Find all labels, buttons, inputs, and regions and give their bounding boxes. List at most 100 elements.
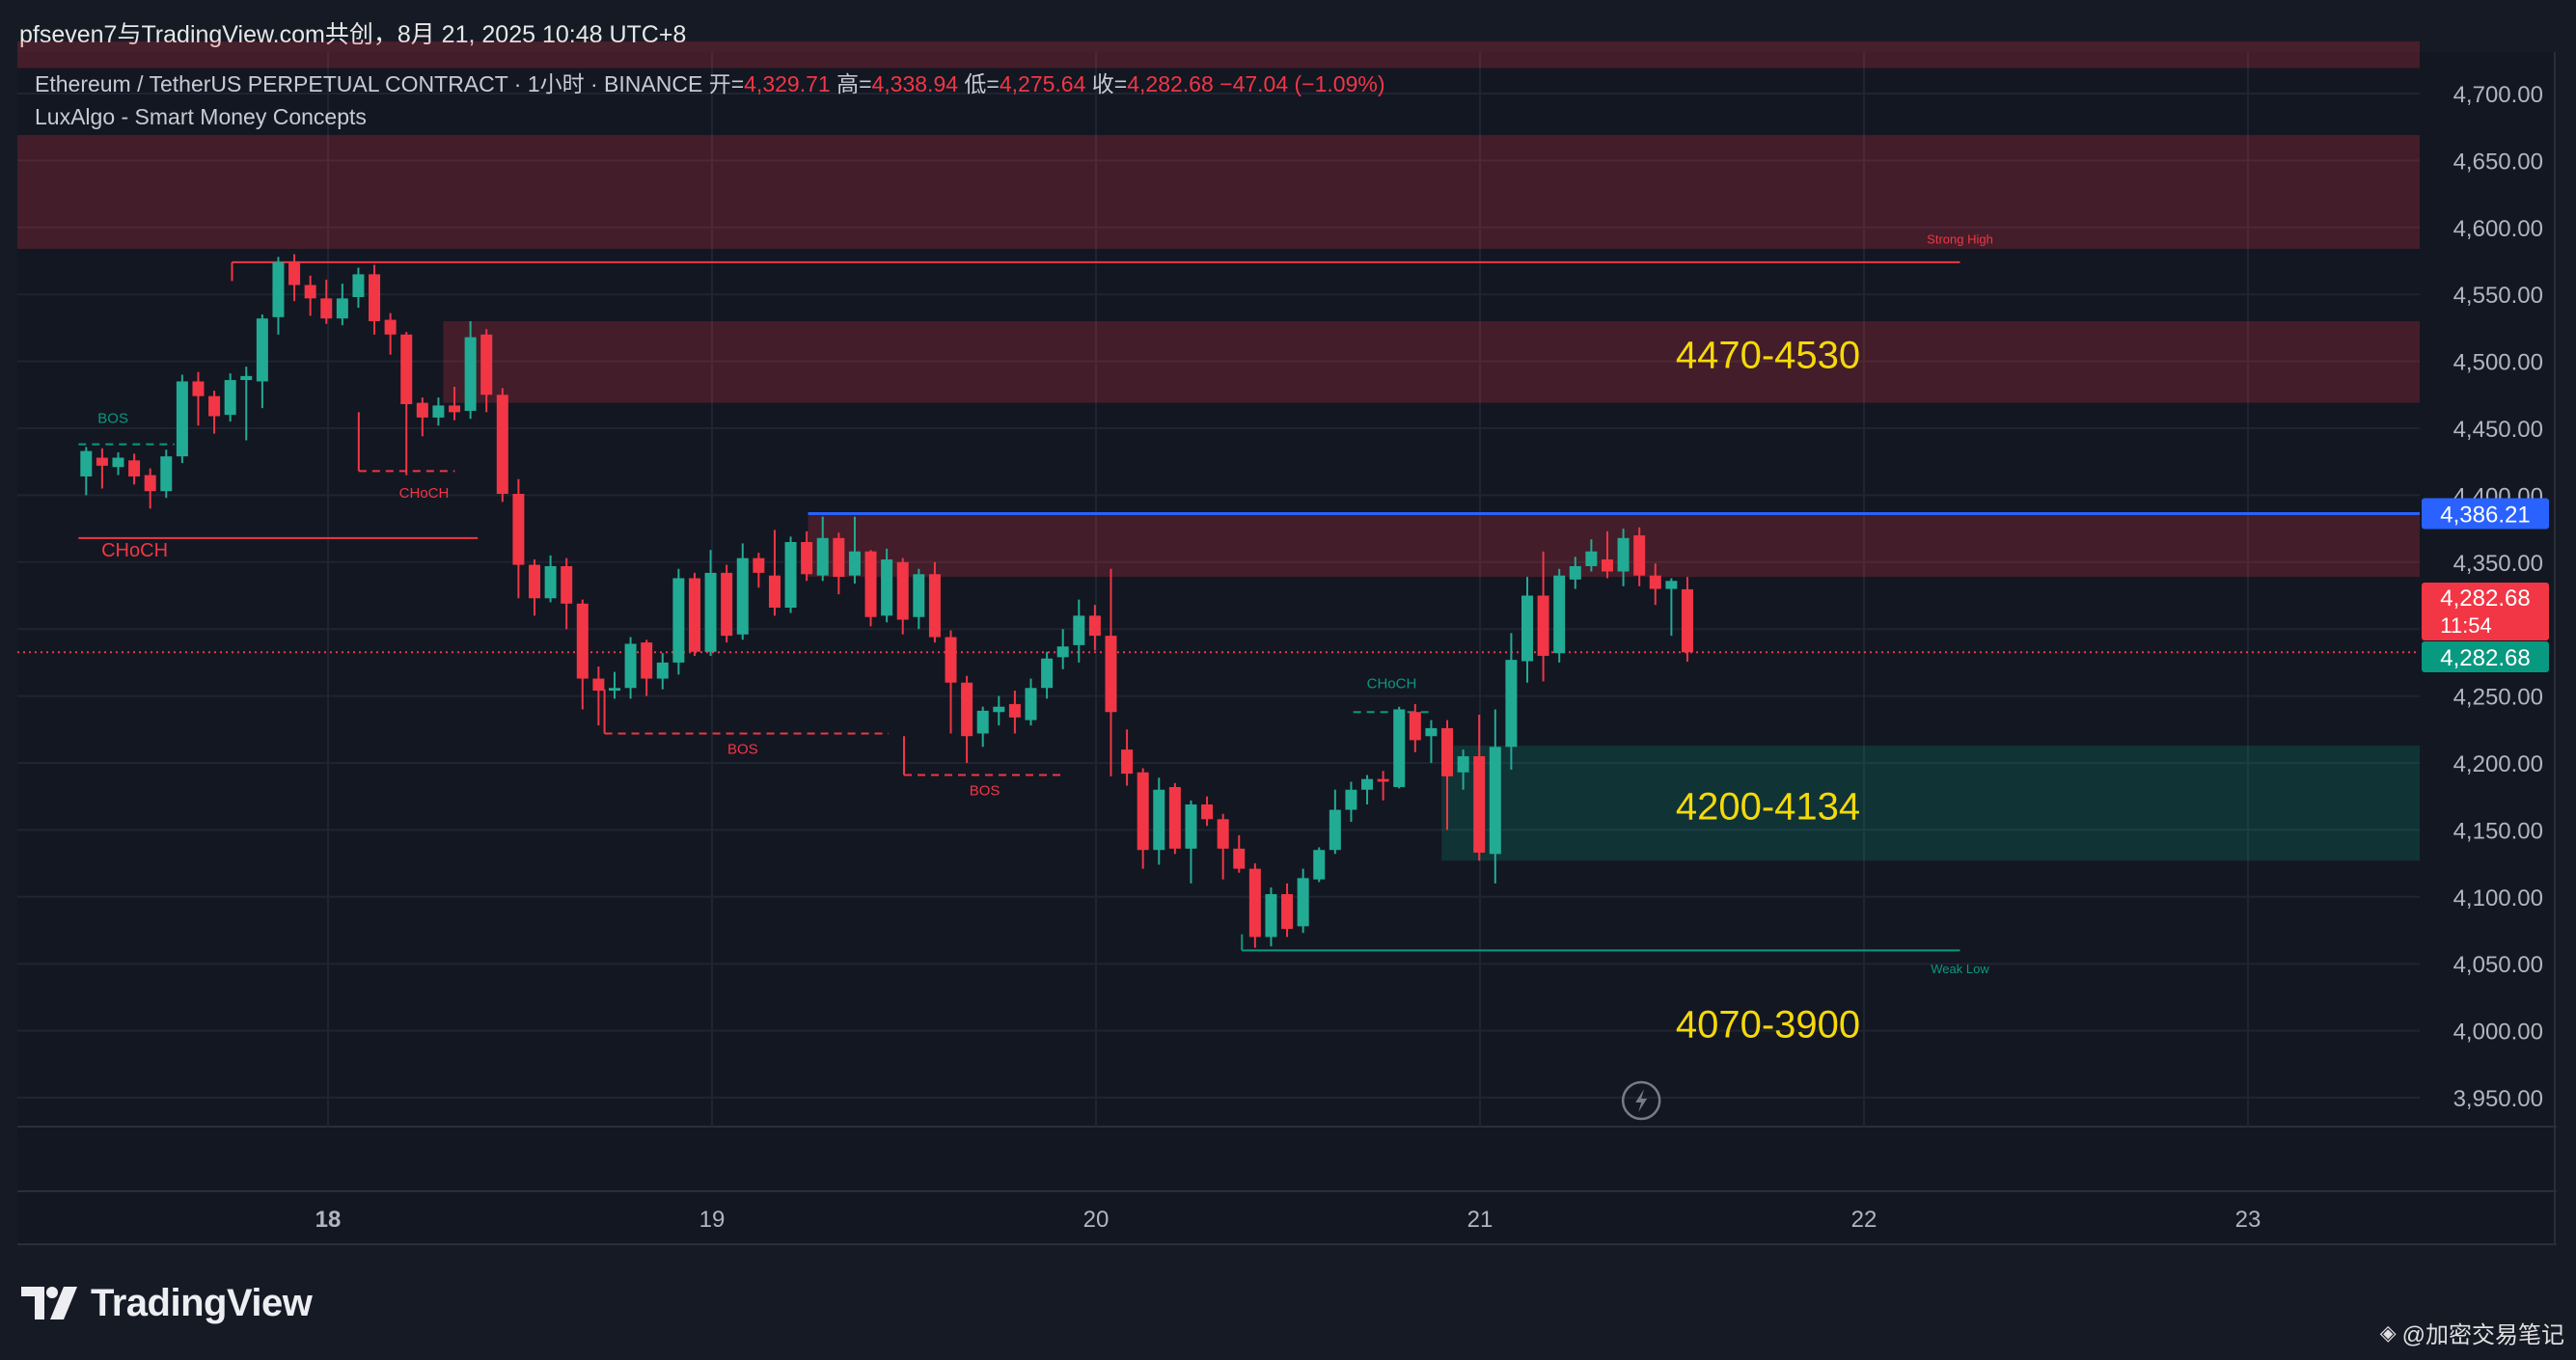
candle-body: [304, 285, 316, 299]
candle-body: [592, 678, 605, 692]
candle-body: [801, 541, 813, 575]
candle-body: [224, 380, 236, 416]
price-tick-label: 4,050.00: [2453, 952, 2543, 978]
candle-down: [753, 553, 765, 588]
candle-up: [1153, 777, 1165, 865]
price-axis[interactable]: 4,700.00 4,650.00 4,600.00 4,550.00 4,500.00…: [2422, 82, 2549, 1112]
candle-down: [128, 453, 141, 485]
zone-demand-4200-4134: [1441, 745, 2420, 861]
candle-body: [753, 558, 765, 573]
candle-body: [449, 405, 461, 413]
candle-up: [1457, 749, 1469, 790]
candle-down: [1409, 703, 1421, 752]
candle-body: [848, 551, 861, 576]
candle-body: [1537, 595, 1549, 656]
candle-body: [336, 298, 348, 319]
candle-up: [1185, 800, 1197, 884]
legend-symbol-row: Ethereum / TetherUS PERPETUAL CONTRACT ·…: [35, 68, 1384, 100]
time-axis[interactable]: 18 19 20 21 22 23: [315, 1207, 2261, 1233]
candle-body: [1601, 559, 1613, 572]
candle-body: [128, 460, 141, 476]
candle-up: [736, 543, 749, 640]
candle-body: [1553, 575, 1566, 654]
candle-up: [1569, 557, 1581, 589]
candle-body: [881, 559, 893, 616]
candle-up: [1617, 529, 1630, 586]
candle-body: [369, 274, 381, 321]
attribution-text: pfseven7与TradingView.com共创，8月 21, 2025 1…: [19, 21, 687, 48]
candle-body: [816, 537, 829, 576]
lightning-icon[interactable]: [1621, 1080, 1661, 1121]
candle-body: [1313, 850, 1326, 880]
candle-body: [352, 274, 365, 297]
price-tick-label: 4,000.00: [2453, 1020, 2543, 1046]
time-tick-label: 23: [2235, 1207, 2261, 1233]
zone-annotation: 4470-4530: [1676, 335, 1860, 377]
candle-body: [896, 561, 909, 620]
legend-close: 4,282.68: [1127, 71, 1214, 96]
price-tick-label: 4,450.00: [2453, 417, 2543, 443]
candle-body: [768, 575, 781, 608]
candle-up: [224, 373, 236, 422]
structure-label-choch: CHoCH: [1367, 675, 1417, 692]
candle-up: [976, 706, 989, 748]
legend-symbol[interactable]: Ethereum / TetherUS PERPETUAL CONTRACT ·…: [35, 71, 703, 96]
candle-body: [1457, 756, 1469, 773]
price-tick-label: 4,600.00: [2453, 216, 2543, 242]
candle-body: [945, 637, 957, 683]
candle-down: [833, 532, 845, 595]
candle-up: [848, 516, 861, 585]
candle-down: [1137, 768, 1149, 869]
legend-indicator[interactable]: LuxAlgo - Smart Money Concepts: [35, 104, 367, 129]
zone-annotations: 4470-4530 4200-4134 4070-3900: [1676, 335, 1860, 1047]
candles: [80, 254, 1693, 948]
price-tick-label: 4,200.00: [2453, 751, 2543, 777]
candle-body: [1409, 712, 1421, 741]
candle-up: [1265, 887, 1277, 947]
candle-down: [400, 332, 413, 476]
candle-down: [896, 558, 909, 635]
candle-down: [688, 572, 700, 656]
tradingview-logo[interactable]: TradingView: [21, 1279, 313, 1327]
top-bar: pfseven7与TradingView.com共创，8月 21, 2025 1…: [0, 0, 2576, 52]
candle-body: [1105, 636, 1117, 713]
candle-up: [1393, 706, 1406, 789]
candle-up: [464, 320, 477, 420]
candle-up: [1489, 709, 1501, 884]
candle-body: [1569, 565, 1581, 580]
candle-body: [288, 261, 301, 286]
candle-body: [1345, 789, 1357, 810]
candle-body: [384, 319, 397, 335]
price-label-text: 4,282.68: [2440, 645, 2530, 671]
candle-body: [240, 375, 253, 381]
candle-body: [1665, 581, 1678, 589]
candle-body: [656, 662, 669, 679]
candle-body: [1633, 535, 1646, 576]
candle-down: [945, 630, 957, 734]
candle-down: [1121, 729, 1134, 786]
candle-up: [544, 555, 557, 603]
time-tick-label: 18: [315, 1207, 342, 1233]
structure-label-bos: BOS: [970, 782, 1000, 799]
price-label-bg: [2422, 498, 2549, 530]
lightning-icon-ring: [1621, 1080, 1661, 1121]
candle-body: [1649, 575, 1661, 589]
candle-body: [512, 494, 525, 565]
candle-body: [1008, 703, 1021, 718]
candle-body: [1297, 878, 1309, 927]
candle-body: [80, 450, 93, 476]
price-tick-label: 4,100.00: [2453, 885, 2543, 911]
candle-down: [1473, 715, 1486, 861]
candle-body: [864, 551, 877, 617]
candle-body: [1137, 772, 1149, 851]
candle-down: [1233, 834, 1246, 873]
candle-up: [256, 314, 268, 409]
price-tick-label: 4,500.00: [2453, 350, 2543, 376]
zone-supply-4470-4530: [443, 320, 2421, 403]
legend-low: 4,275.64: [999, 71, 1086, 96]
candle-body: [576, 603, 589, 679]
legend-high: 4,338.94: [871, 71, 959, 96]
candle-body: [624, 643, 637, 689]
candle-body: [320, 298, 333, 319]
